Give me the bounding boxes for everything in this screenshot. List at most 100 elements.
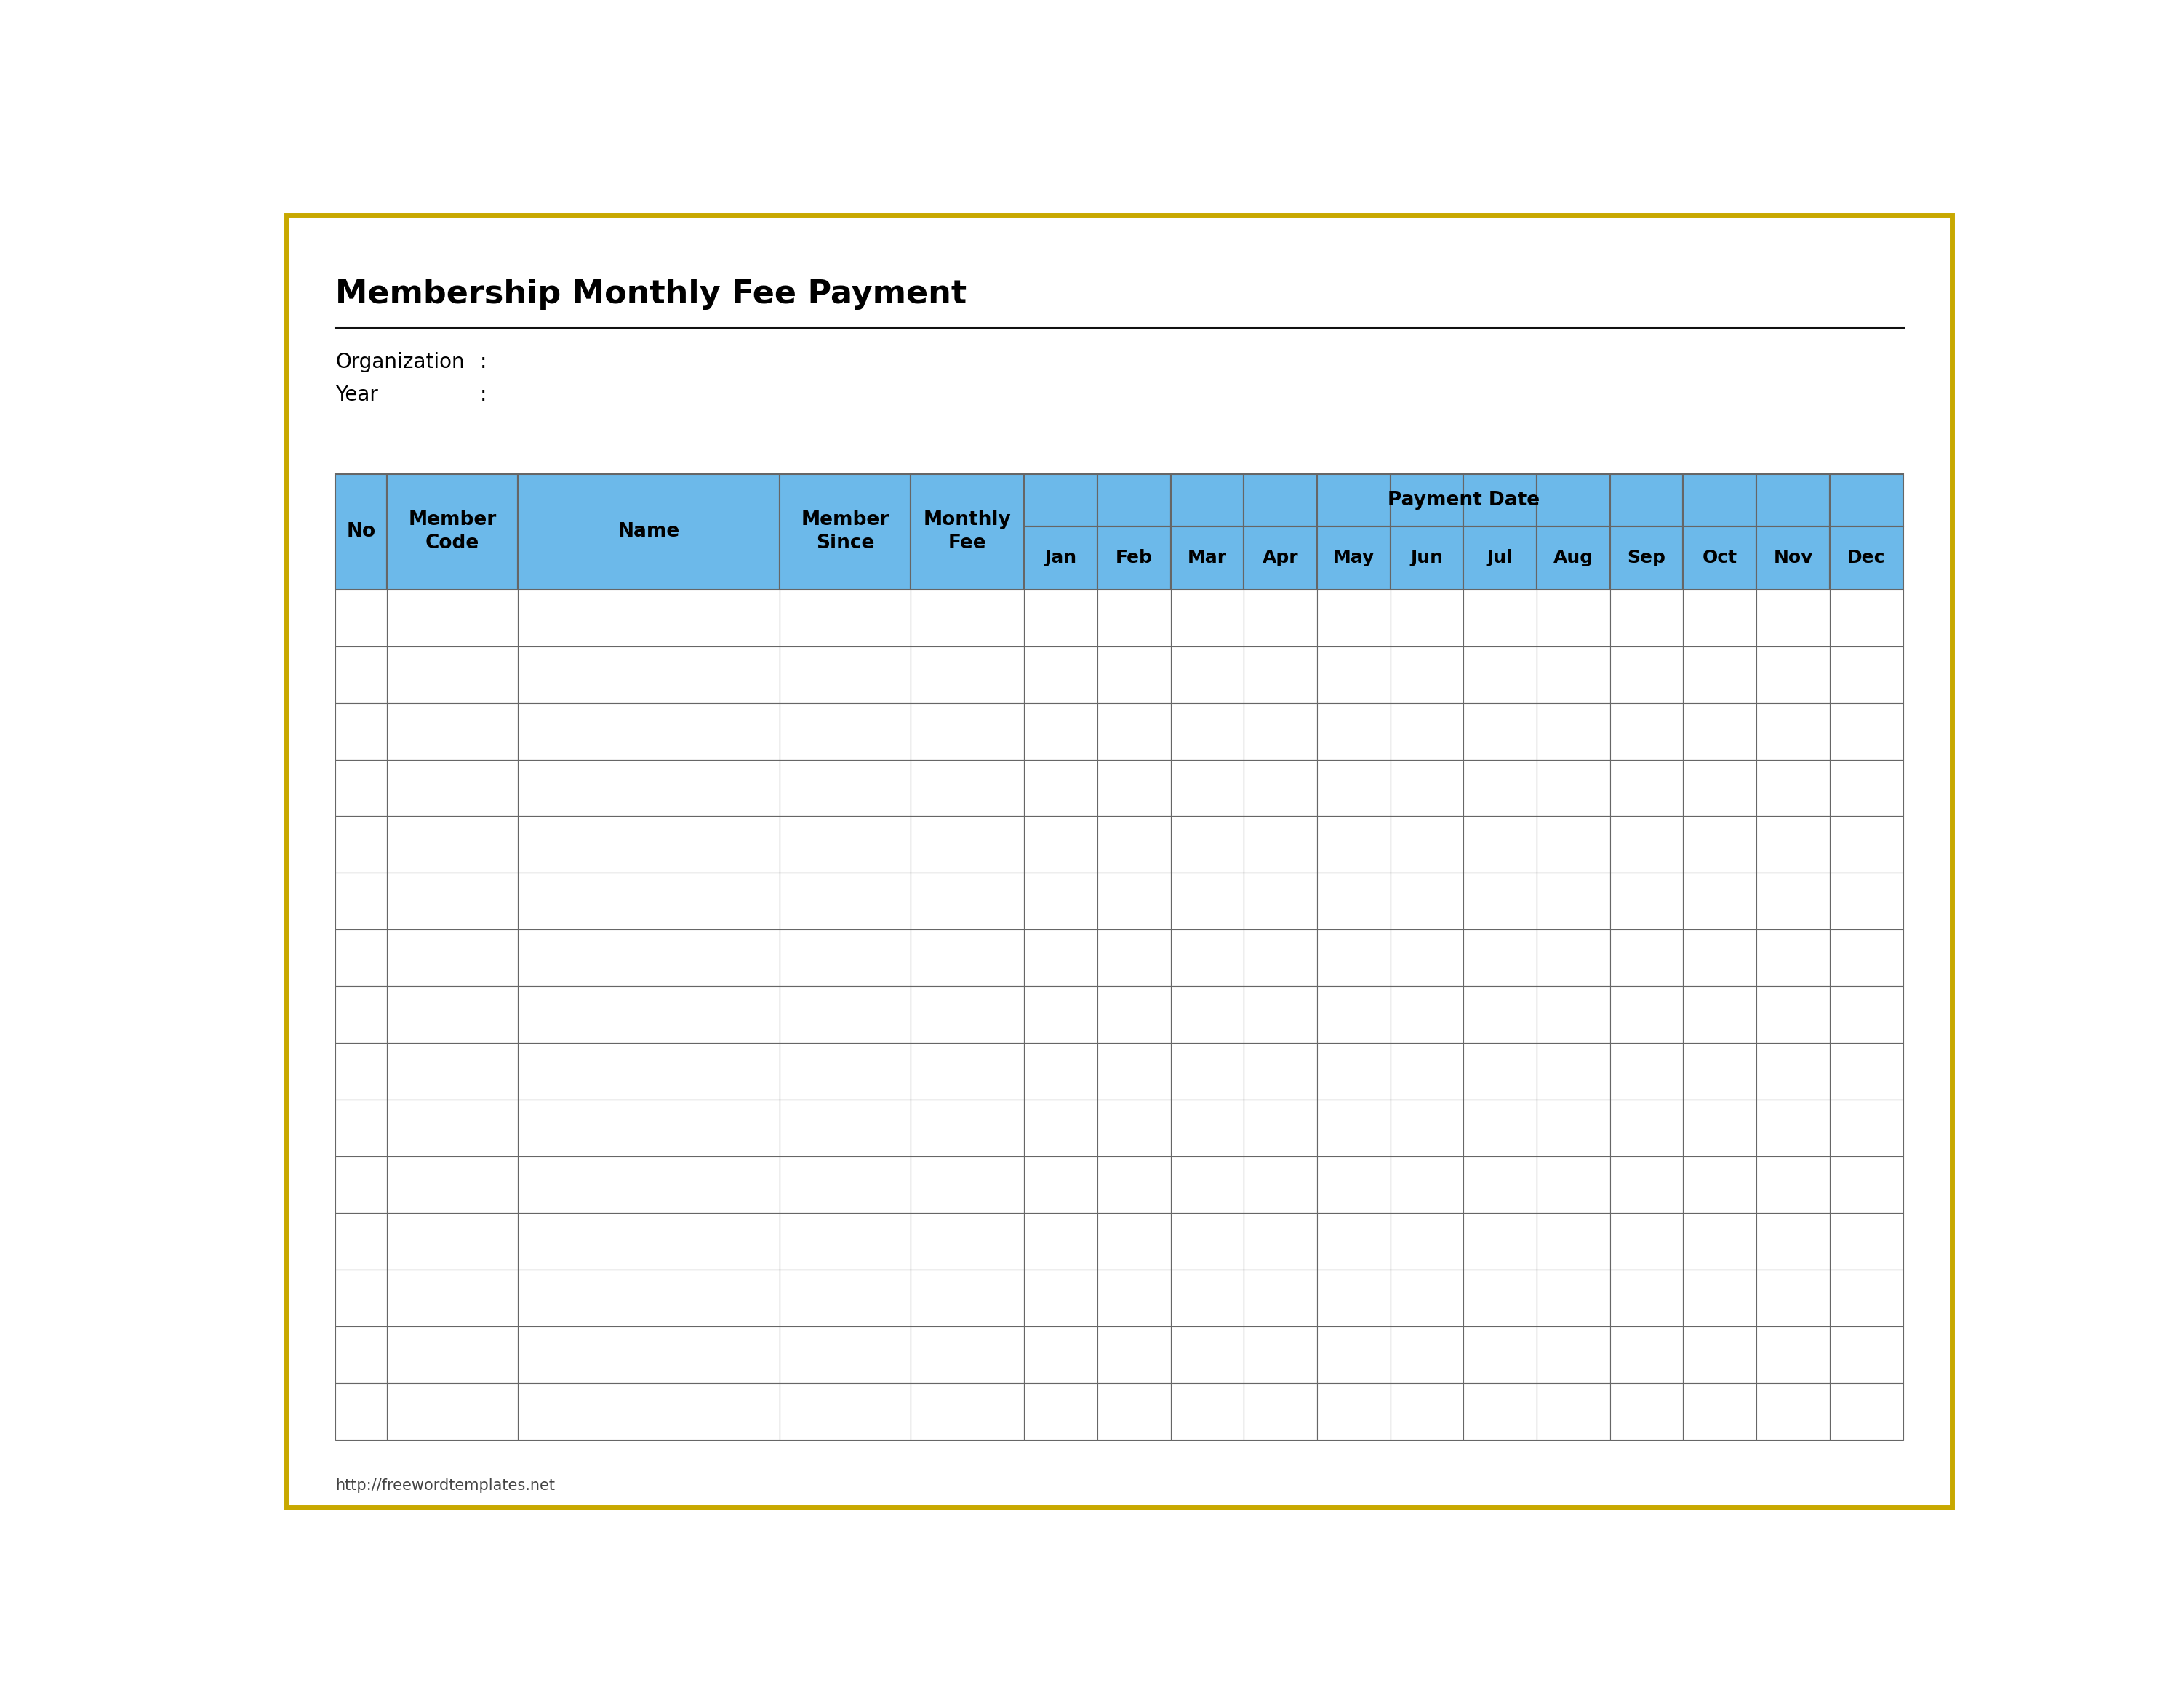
Bar [1171,703,1245,759]
Bar [1610,1213,1684,1269]
Text: http://freewordtemplates.net: http://freewordtemplates.net [336,1477,555,1493]
Text: Member
Since: Member Since [802,510,889,553]
Bar [1317,1326,1391,1384]
Bar [1024,703,1096,759]
Bar [387,1384,518,1440]
Bar [1538,474,1610,527]
Text: No: No [347,522,376,541]
Bar [1317,1269,1391,1326]
Text: Nov: Nov [1773,549,1813,566]
Bar [387,1326,518,1384]
Bar [387,815,518,873]
Bar [780,1384,911,1440]
Bar [1317,815,1391,873]
Bar [1684,1326,1756,1384]
Bar [1684,930,1756,986]
Bar [1391,930,1463,986]
Bar [1096,1384,1171,1440]
Bar [1096,647,1171,703]
Bar [1830,1384,1902,1440]
Bar [518,1157,780,1213]
Bar [336,873,387,930]
Bar [1463,1213,1538,1269]
Bar [1610,647,1684,703]
Bar [336,1269,387,1326]
Bar [1610,1042,1684,1100]
Bar [1684,815,1756,873]
Bar [518,1100,780,1157]
Bar [1538,1326,1610,1384]
Bar [1317,647,1391,703]
Bar [1610,815,1684,873]
Bar [1463,1157,1538,1213]
Bar [1096,815,1171,873]
Bar [336,647,387,703]
Bar [1024,1157,1096,1213]
Bar [1684,647,1756,703]
Bar [387,1213,518,1269]
Bar [387,873,518,930]
Bar [1391,1157,1463,1213]
Bar [1245,1042,1317,1100]
Bar [1830,647,1902,703]
Bar [1684,527,1756,590]
Bar [1610,527,1684,590]
Bar [387,1269,518,1326]
Bar [1538,590,1610,647]
Bar [1171,1100,1245,1157]
Bar [1538,1157,1610,1213]
Bar [1171,1269,1245,1326]
Bar [1756,1042,1830,1100]
Bar [1317,527,1391,590]
Bar [1684,1042,1756,1100]
Bar [1756,1213,1830,1269]
Bar [1317,703,1391,759]
Bar [1245,1326,1317,1384]
Bar [1391,1042,1463,1100]
Bar [1463,590,1538,647]
Text: Payment Date: Payment Date [1387,491,1540,510]
Bar [1610,1326,1684,1384]
Bar [387,1042,518,1100]
Bar [1171,930,1245,986]
Bar [911,590,1024,647]
Bar [336,1100,387,1157]
Bar [1756,986,1830,1042]
Bar [780,930,911,986]
Bar [1391,815,1463,873]
Bar [1171,527,1245,590]
Bar [1171,815,1245,873]
Bar [1463,986,1538,1042]
Bar [1610,986,1684,1042]
Bar [780,647,911,703]
Bar [1317,1384,1391,1440]
Bar [1171,647,1245,703]
Bar [1463,1100,1538,1157]
Bar [336,703,387,759]
Text: Name: Name [618,522,679,541]
Bar [336,1213,387,1269]
Bar [911,873,1024,930]
Bar [518,647,780,703]
Bar [1463,647,1538,703]
Bar [387,474,518,590]
Bar [911,703,1024,759]
Bar [1024,647,1096,703]
Bar [1096,873,1171,930]
Bar [1756,1269,1830,1326]
Bar [518,815,780,873]
Bar [1245,815,1317,873]
Bar [1245,1384,1317,1440]
Bar [1171,590,1245,647]
Bar [1245,759,1317,815]
Bar [1391,647,1463,703]
Text: :: : [480,386,487,406]
Bar [780,1213,911,1269]
Bar [1538,1269,1610,1326]
Bar [336,930,387,986]
Bar [911,1326,1024,1384]
Bar [1096,759,1171,815]
Bar [518,474,780,590]
Bar [1317,930,1391,986]
Bar [1096,986,1171,1042]
